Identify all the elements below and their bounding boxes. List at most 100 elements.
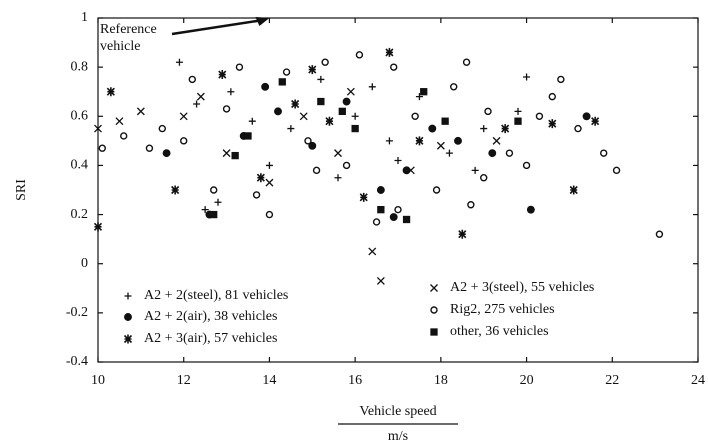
point-part [505,149,514,157]
point-part [145,144,154,152]
point [467,201,475,209]
point [501,124,510,134]
point [428,124,437,133]
point [274,107,282,116]
point [355,51,364,59]
annotation: Reference [100,22,157,37]
point [368,83,376,91]
point-part [308,141,317,150]
point-part [342,97,351,106]
point-part [312,166,321,175]
point [480,174,488,182]
point-part [535,112,544,120]
y-tick-label: -0.2 [66,305,88,320]
point [436,141,445,150]
point [548,119,557,129]
point-part [376,186,385,194]
point-part [355,51,364,59]
point [136,107,145,116]
x-axis-unit: m/s [388,429,408,444]
point [218,70,227,80]
legend-marker-part [430,284,438,292]
point [325,116,334,126]
point [291,99,300,109]
point-part [175,58,183,66]
point [458,229,467,239]
point-part [569,185,578,195]
point-part [655,230,664,238]
point-part [214,198,222,206]
point [569,185,578,195]
point-part [450,83,458,91]
point [115,117,124,126]
point-part [402,166,411,175]
point [523,73,531,81]
point-part [436,141,445,150]
point-part [171,185,180,195]
point [574,124,582,133]
point-part [385,137,393,145]
point [334,149,342,158]
point [351,124,359,133]
point [244,132,252,140]
point-part [428,124,437,133]
point-part [231,151,239,160]
point [557,75,565,84]
point-part [471,166,479,174]
point-part [406,166,415,175]
point [179,112,188,121]
point [214,198,222,206]
point-part [120,132,128,140]
point [480,125,488,133]
point-part [574,124,582,133]
point-part [338,107,346,116]
point-part [376,276,385,285]
point-part [162,149,171,158]
point [450,83,458,91]
point-part [179,112,188,121]
point-part [136,107,145,116]
legend-label: A2 + 3(steel), 55 vehicles [450,280,594,295]
point-part [106,87,115,97]
y-axis-label: SRI [14,179,29,201]
point-part [390,63,398,71]
point [484,107,492,116]
point-part [415,136,424,146]
point-part [411,112,419,120]
point [488,149,497,158]
point [346,87,355,96]
point [321,58,329,66]
point [308,65,317,75]
point-part [210,186,218,194]
point [462,58,471,66]
point [505,149,514,157]
point-part [445,149,453,157]
point [171,185,180,195]
point [385,137,393,145]
legend-label: other, 36 vehicles [450,324,549,339]
point-part [488,149,497,158]
point-part [402,215,411,224]
point-part [334,174,342,182]
legend-marker [124,292,132,300]
point-part [454,136,462,145]
point-part [462,58,471,66]
point [278,78,286,86]
point-part [256,173,265,183]
point [287,125,295,133]
point-part [415,93,423,101]
point [372,218,381,226]
arrow-head [255,17,270,26]
point [445,149,453,157]
point-part [612,166,621,175]
x-tick-label: 12 [177,373,191,388]
point [317,75,325,83]
y-tick-label: 0.4 [71,158,89,173]
point [222,105,231,113]
point [282,68,291,76]
point-part [252,191,261,199]
point [304,137,312,145]
point-part [389,213,398,221]
point [514,107,522,115]
point-part [467,201,475,209]
